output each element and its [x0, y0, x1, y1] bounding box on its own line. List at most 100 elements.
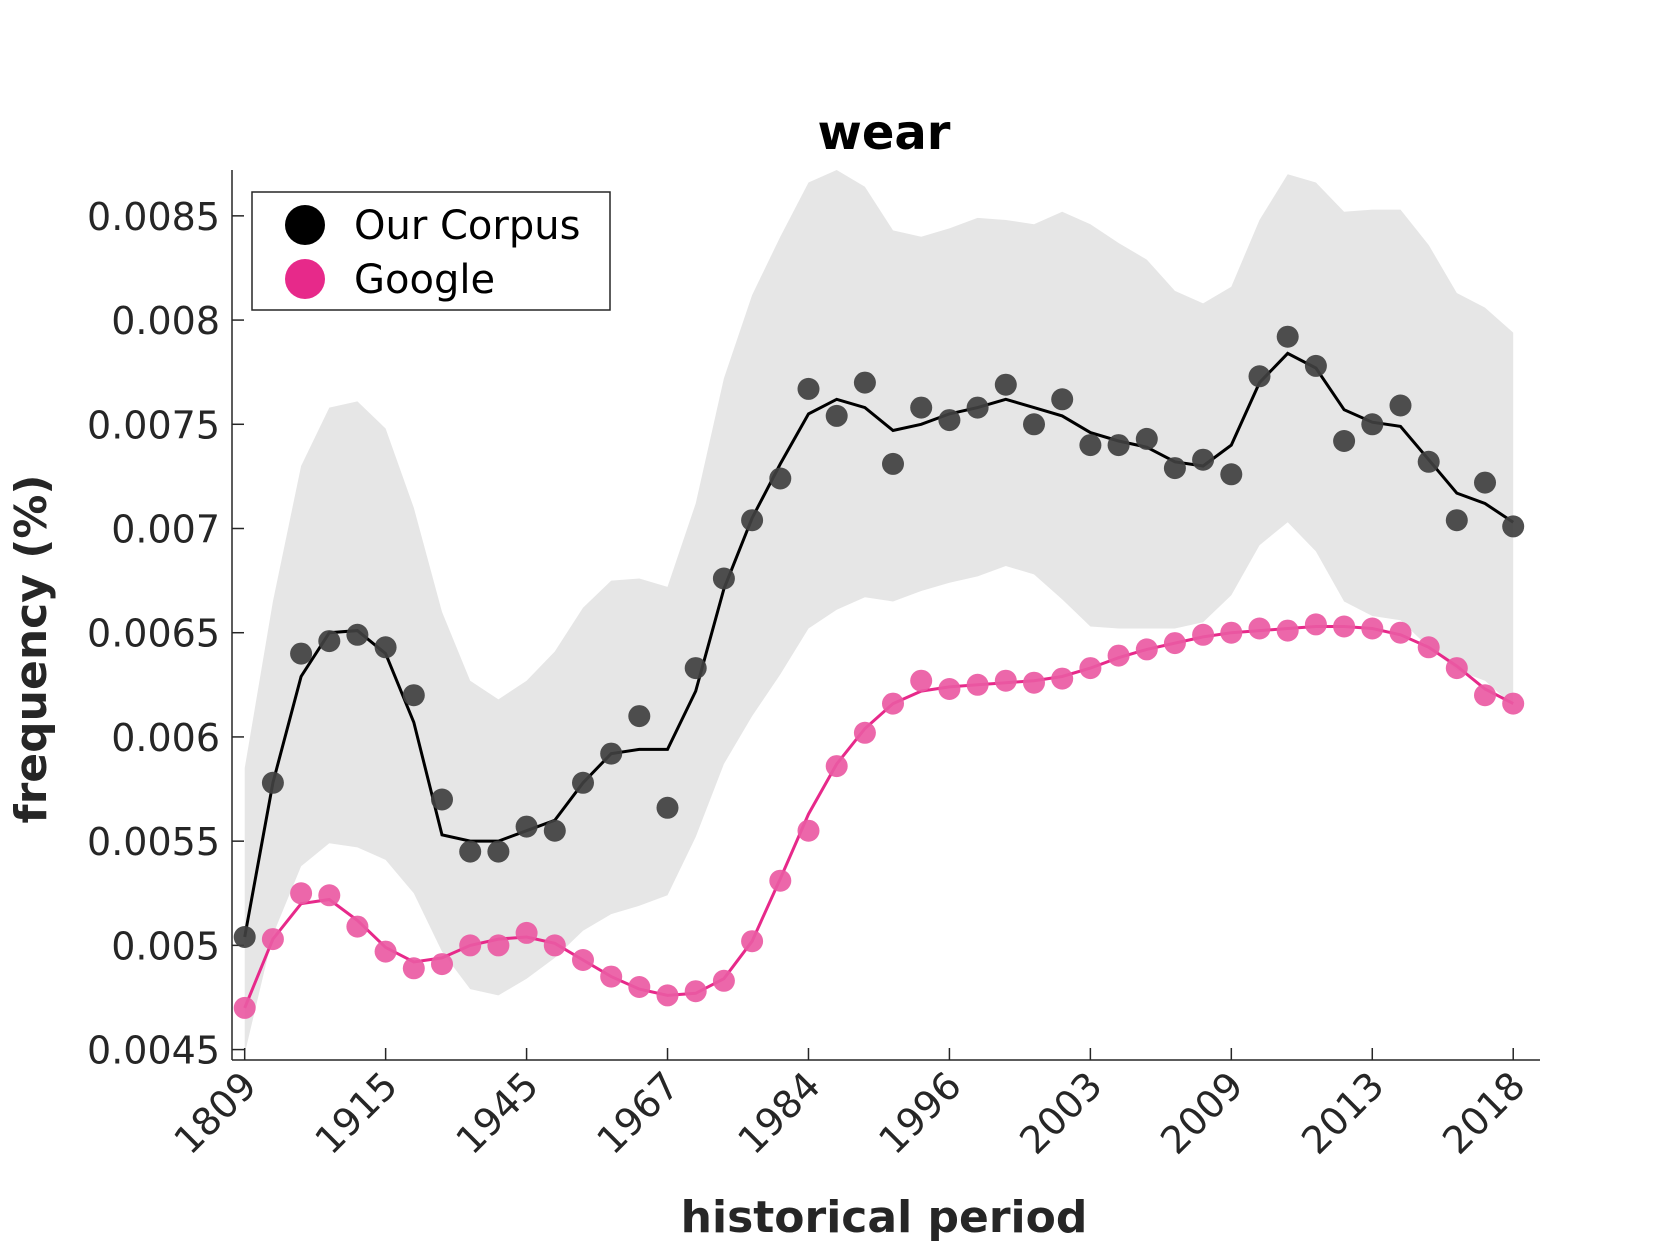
google-point — [656, 984, 679, 1007]
google-point — [543, 934, 566, 957]
our-corpus-point — [233, 926, 256, 948]
google-point — [628, 976, 651, 998]
our-corpus-point — [994, 373, 1017, 396]
google-point — [1333, 615, 1356, 638]
google-point — [374, 940, 397, 963]
google-point — [459, 934, 482, 957]
our-corpus-point — [1333, 430, 1356, 452]
our-corpus-point — [853, 371, 876, 394]
google-point — [994, 669, 1017, 692]
our-corpus-point — [966, 396, 989, 419]
google-point — [431, 953, 453, 976]
y-tick-label: 0.007 — [111, 508, 220, 552]
our-corpus-point — [797, 377, 820, 400]
google-point — [1192, 623, 1215, 646]
google-point — [797, 819, 820, 842]
our-corpus-point — [1192, 448, 1215, 471]
google-point — [938, 678, 961, 700]
our-corpus-point — [261, 771, 284, 794]
our-corpus-point — [1107, 434, 1130, 457]
our-corpus-point — [543, 819, 566, 842]
google-point — [741, 930, 764, 953]
google-point — [600, 965, 623, 988]
legend: Our Corpus Google — [251, 191, 611, 311]
our-corpus-point — [402, 684, 425, 707]
our-corpus-point — [1276, 325, 1299, 348]
our-corpus-point — [910, 396, 933, 419]
our-corpus-point — [487, 840, 510, 863]
legend-label-our-corpus: Our Corpus — [354, 203, 580, 249]
google-line — [243, 625, 1514, 1009]
google-point — [1389, 621, 1412, 644]
google-point — [1502, 692, 1525, 715]
chart-title: wear — [818, 105, 951, 161]
google-point — [290, 882, 313, 905]
legend-label-google: Google — [354, 257, 495, 303]
our-corpus-point — [1445, 509, 1468, 532]
our-corpus-point — [628, 705, 651, 728]
our-corpus-point — [600, 742, 623, 765]
google-point — [1248, 617, 1271, 640]
y-tick-label: 0.0065 — [87, 612, 220, 656]
our-corpus-point — [515, 815, 538, 838]
google-point — [825, 755, 848, 778]
plot-area: 0.0045 0.005 0.0055 0.006 0.0065 0.007 0.0075 0… — [87, 170, 1540, 1163]
our-corpus-point — [1389, 394, 1412, 417]
y-axis-title: frequency (%) — [6, 474, 57, 823]
google-point — [910, 669, 933, 692]
our-corpus-point — [1220, 463, 1243, 486]
our-corpus-point — [938, 409, 961, 432]
y-tick-label: 0.005 — [111, 924, 220, 968]
google-point — [1107, 644, 1130, 667]
google-point — [1445, 657, 1468, 680]
google-point — [684, 980, 707, 1003]
y-tick-label: 0.0055 — [87, 820, 220, 864]
google-point — [1304, 613, 1327, 636]
google-point — [1276, 619, 1299, 642]
our-corpus-point — [346, 623, 369, 646]
our-corpus-point — [572, 771, 594, 794]
our-corpus-point — [318, 630, 341, 653]
google-point — [1051, 667, 1074, 690]
our-corpus-point — [1361, 413, 1384, 436]
our-corpus-point — [684, 657, 707, 680]
y-tick-label: 0.008 — [111, 299, 220, 343]
our-corpus-point — [1023, 413, 1045, 436]
y-tick-label: 0.0085 — [87, 195, 220, 239]
google-point — [1417, 636, 1440, 659]
our-corpus-line — [243, 351, 1515, 938]
google-point — [1135, 638, 1158, 661]
x-axis-title: historical period — [681, 1192, 1088, 1243]
our-corpus-point — [1502, 515, 1525, 538]
our-corpus-point — [656, 796, 679, 819]
legend-marker-google — [285, 259, 325, 299]
google-point — [233, 996, 256, 1019]
google-point — [515, 921, 538, 944]
google-point — [487, 934, 510, 957]
our-corpus-point — [1163, 457, 1186, 480]
google-point — [318, 884, 341, 907]
google-point — [1220, 621, 1243, 644]
y-tick-label: 0.0075 — [87, 403, 220, 447]
our-corpus-point — [1248, 365, 1271, 388]
our-corpus-point — [769, 467, 792, 490]
google-point — [769, 869, 792, 892]
our-corpus-point — [1417, 450, 1440, 473]
google-point — [1079, 657, 1102, 680]
our-corpus-point — [825, 404, 848, 427]
our-corpus-point — [1304, 354, 1327, 377]
google-point — [346, 915, 369, 938]
google-point — [1023, 671, 1045, 694]
our-corpus-point — [431, 788, 453, 811]
our-corpus-point — [882, 452, 904, 475]
our-corpus-point — [1135, 427, 1158, 450]
our-corpus-point — [712, 567, 735, 590]
google-point — [966, 673, 989, 696]
our-corpus-point — [1079, 434, 1102, 457]
our-corpus-point — [374, 636, 397, 659]
google-point — [402, 957, 425, 980]
y-tick-label: 0.0045 — [87, 1029, 220, 1073]
our-corpus-point — [1474, 471, 1496, 494]
our-corpus-point — [290, 642, 313, 665]
